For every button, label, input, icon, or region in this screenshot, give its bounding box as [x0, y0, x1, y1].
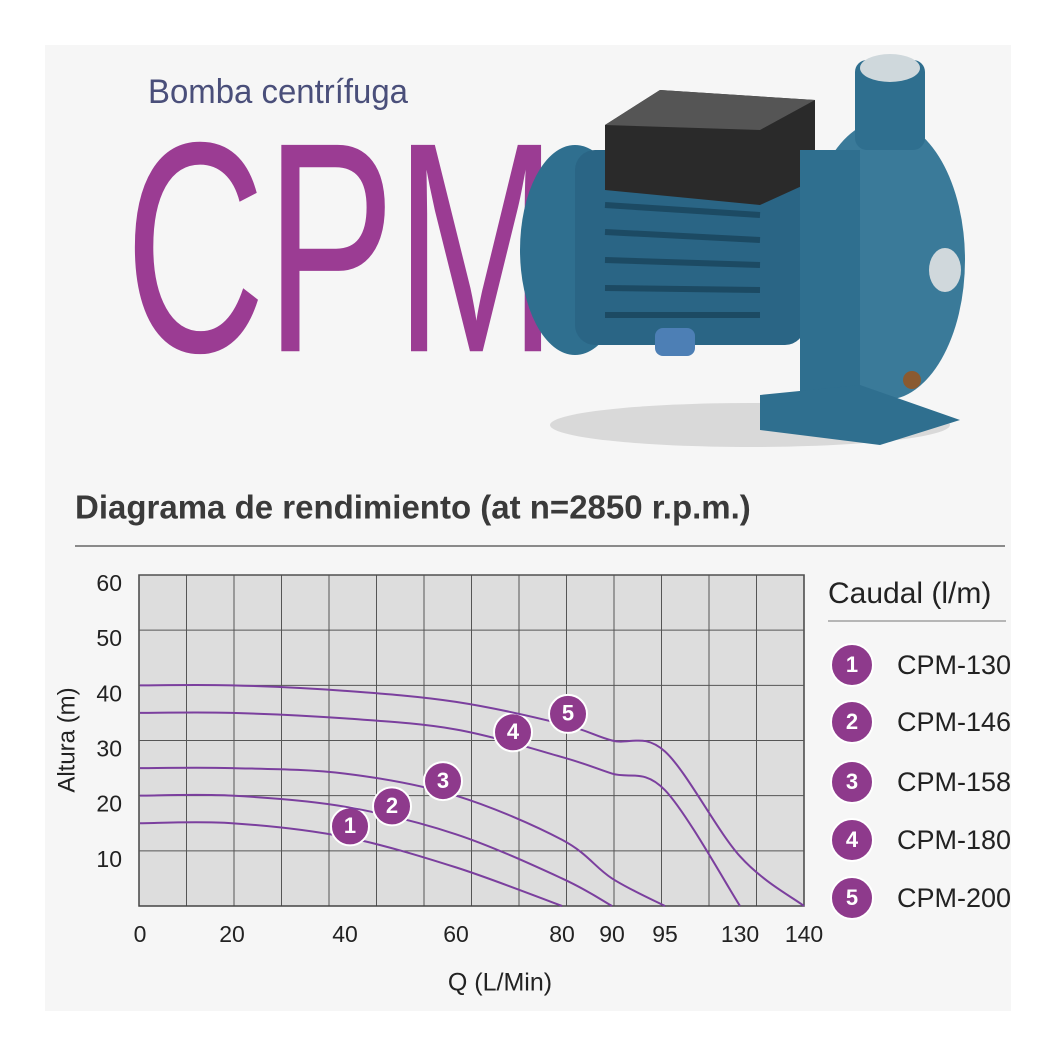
- curve-marker: [372, 786, 412, 827]
- terminal-lid: [605, 90, 815, 130]
- y-tick-label: 40: [96, 680, 122, 706]
- legend-marker-label: 5: [846, 885, 858, 910]
- legend-marker-label: 4: [846, 827, 859, 852]
- y-tick-label: 10: [96, 846, 122, 872]
- drain-plug: [903, 371, 921, 389]
- legend-marker: [830, 876, 874, 920]
- pump-illustration: [520, 54, 965, 447]
- foot: [655, 328, 695, 356]
- legend-marker-label: 2: [846, 709, 858, 734]
- y-tick-label: 50: [96, 625, 122, 651]
- y-tick-label: 30: [96, 736, 122, 762]
- legend-marker-label: 1: [846, 652, 858, 677]
- legend-label: CPM-158: [897, 767, 1011, 797]
- curve-marker-label: 4: [507, 719, 520, 744]
- y-tick-label: 20: [96, 791, 122, 817]
- x-tick-label: 90: [599, 921, 625, 947]
- curve-marker-label: 5: [562, 701, 574, 726]
- curve-marker-label: 1: [344, 813, 356, 838]
- y-axis-label: Altura (m): [53, 687, 80, 792]
- x-tick-label: 140: [785, 921, 823, 947]
- curve-marker: [548, 693, 588, 734]
- x-tick-label: 130: [721, 921, 759, 947]
- bracket: [800, 150, 860, 400]
- product-name: CPM: [125, 79, 557, 415]
- curve-marker: [423, 761, 463, 802]
- legend-label: CPM-180: [897, 825, 1011, 855]
- legend-marker: [830, 760, 874, 804]
- curve-marker-label: 3: [437, 768, 449, 793]
- x-tick-label: 60: [443, 921, 469, 947]
- fins: [604, 202, 761, 318]
- legend-marker-label: 3: [846, 769, 858, 794]
- x-tick-label: 80: [549, 921, 575, 947]
- legend-marker: [830, 818, 874, 862]
- x-tick-label: 40: [332, 921, 358, 947]
- outlet-bore: [860, 54, 920, 82]
- x-axis-label: Q (L/Min): [448, 969, 552, 997]
- inlet: [929, 248, 961, 292]
- subtitle: Bomba centrífuga: [148, 73, 408, 111]
- base: [760, 385, 960, 445]
- curve-marker-label: 2: [386, 793, 398, 818]
- legend-label: CPM-130: [897, 650, 1011, 680]
- legend-marker: [830, 643, 874, 687]
- outlet: [855, 60, 925, 150]
- x-tick-label: 95: [652, 921, 678, 947]
- x-tick-label: 20: [219, 921, 245, 947]
- legend-marker: [830, 700, 874, 744]
- legend-label: CPM-200: [897, 883, 1011, 913]
- chart-title: Diagrama de rendimiento (at n=2850 r.p.m…: [75, 489, 751, 526]
- legend-label: CPM-146: [897, 707, 1011, 737]
- legend-title: Caudal (l/m): [828, 577, 991, 610]
- x-tick-label: 0: [134, 921, 147, 947]
- y-tick-label: 60: [96, 570, 122, 596]
